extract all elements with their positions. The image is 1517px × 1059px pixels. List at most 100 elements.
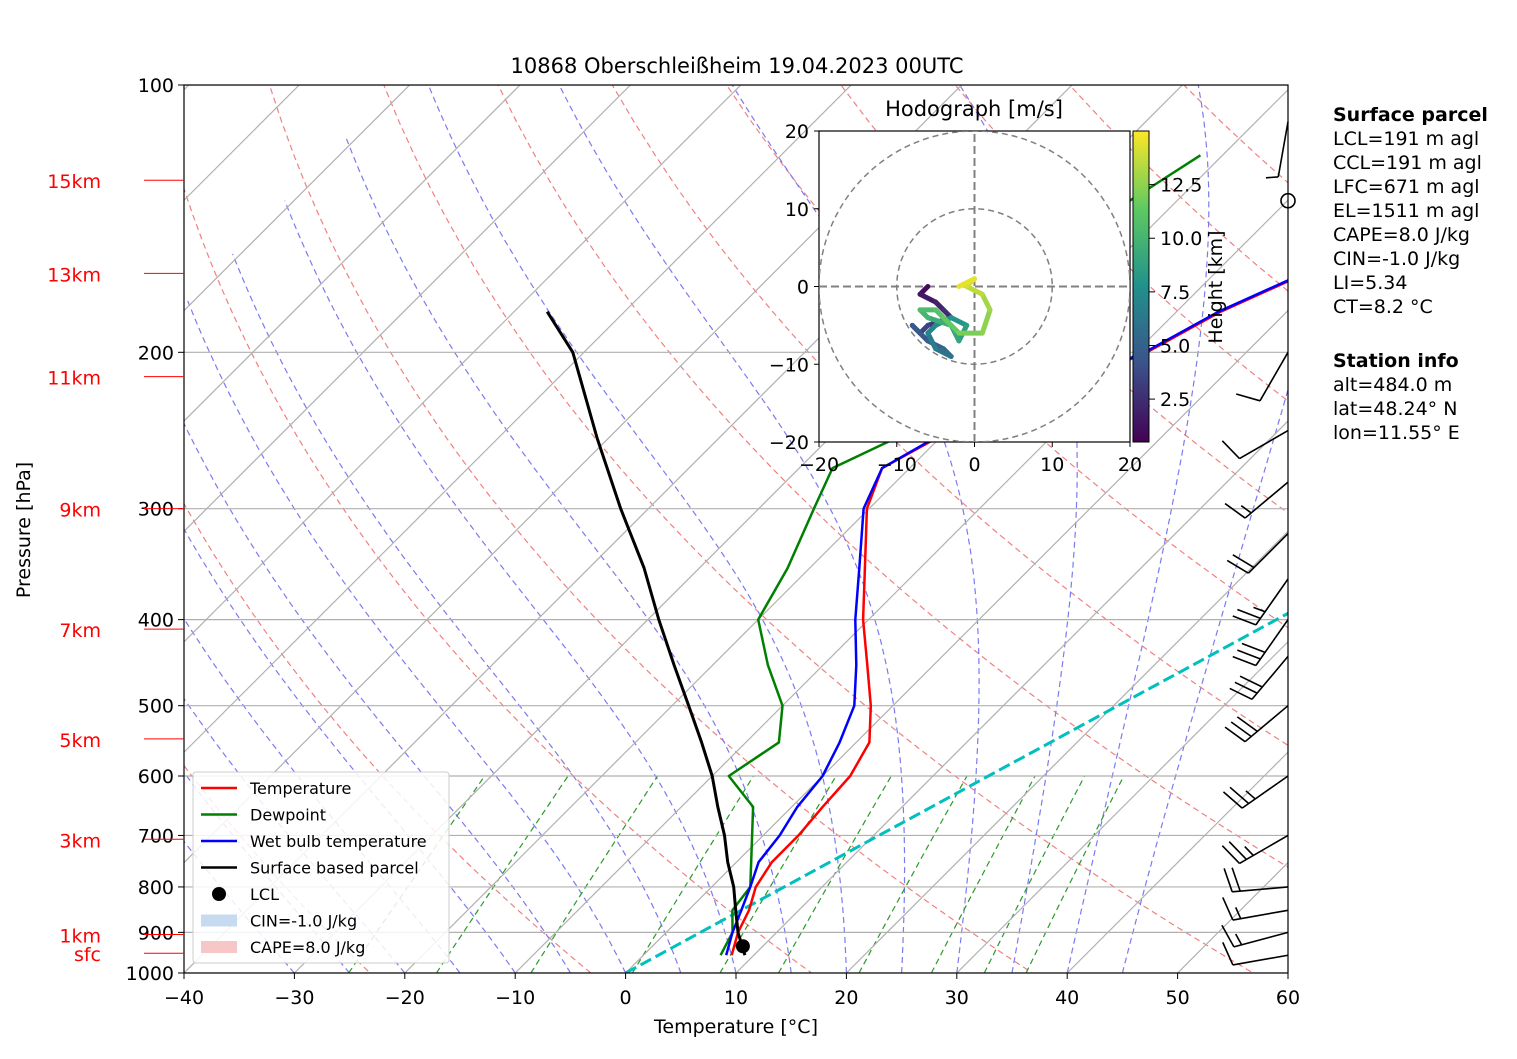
wind-barb-flag (1234, 681, 1258, 694)
wind-barb-flag (1232, 554, 1255, 569)
wind-barb-staff (1259, 351, 1289, 402)
height-label: 15km (47, 171, 101, 193)
colorbar-tick-label: 5.0 (1160, 335, 1190, 357)
height-label: 13km (47, 264, 101, 286)
hodograph-plot: −20−20 −10 −10 0 0 10 10 20 20 (769, 121, 1142, 476)
dry-adiabat (497, 85, 1288, 868)
moist-adiabat (1066, 85, 1210, 973)
colorbar-gradient (1132, 130, 1150, 443)
isotherm-line (1066, 751, 1288, 973)
mixing-ratio-line (930, 775, 1036, 973)
wind-barb-flag (1222, 791, 1243, 809)
lcl-marker (735, 939, 750, 954)
calm-wind-marker (1280, 192, 1296, 209)
wind-barb-staff (1239, 834, 1289, 865)
hodograph-segment (979, 291, 993, 313)
legend-entry: CIN=-1.0 J/kg (250, 912, 357, 931)
x-tick-label: −20 (385, 987, 425, 1009)
hodograph-segment (909, 322, 931, 344)
wind-barb-flag (1235, 393, 1261, 402)
legend-entry: Surface based parcel (250, 859, 419, 878)
moist-adiabat (184, 422, 571, 973)
wind-barb-staff (1232, 886, 1289, 893)
wind-barb-half (1265, 176, 1279, 179)
axes: −40 −30 −20 −10 0 10 20 30 40 50 60100200300400500… (126, 75, 1300, 1009)
wind-barb-flag (1229, 687, 1253, 701)
hodograph-segment (964, 284, 985, 297)
legend-entry: LCL (250, 885, 279, 904)
mixing-ratio-line (435, 775, 569, 973)
hodograph-x-tick-label: 10 (1040, 454, 1064, 476)
legend-swatch (201, 914, 237, 927)
legend-entry: Dewpoint (250, 806, 326, 825)
x-tick-label: 0 (620, 987, 632, 1009)
parcel-ct: CT=8.2 °C (1333, 296, 1433, 318)
colorbar-tick-label: 2.5 (1160, 389, 1190, 411)
wind-barb-half (1245, 790, 1256, 800)
height-label: sfc (74, 944, 101, 966)
hodograph-title: Hodograph [m/s] (885, 97, 1063, 121)
wind-barb-flag (1228, 841, 1248, 861)
y-tick-label: 900 (138, 922, 174, 944)
station-info-title: Station info (1333, 350, 1459, 372)
series-wet-bulb-temperature (724, 278, 1288, 956)
wind-barb-flag (1239, 675, 1263, 688)
moist-adiabat (232, 253, 682, 973)
colorbar-tick-label: 7.5 (1160, 282, 1190, 304)
wind-barb-staff (1244, 481, 1289, 519)
wind-barb-flag (1237, 649, 1261, 660)
wind-barb-flag (1232, 615, 1257, 626)
mixing-ratio-line (1025, 775, 1125, 973)
hodograph-x-tick-label: 0 (968, 454, 980, 476)
isotherm-line (184, 85, 521, 422)
wind-barb-staff (1255, 619, 1289, 666)
legend-swatch (212, 887, 226, 901)
hodograph-x-tick-label: −10 (877, 454, 917, 476)
wind-barb-flag (1223, 868, 1233, 893)
hodograph-y-tick-label: −10 (769, 354, 809, 376)
hodograph-segment (925, 330, 939, 352)
parcel-info-title: Surface parcel (1333, 104, 1488, 126)
colorbar-tick-label: 10.0 (1160, 228, 1202, 250)
isotherm-line (514, 199, 1288, 973)
hodograph: Hodograph [m/s] −20−20 −10 −10 0 0 10 10 20 20 H… (769, 97, 1227, 476)
freezing-level-line (624, 611, 1288, 973)
wind-barb-staff (1239, 429, 1289, 460)
y-tick-label: 300 (138, 499, 174, 521)
wind-barb-half (1240, 505, 1252, 514)
hodograph-x-tick-label: −20 (799, 454, 839, 476)
hodograph-clip (819, 131, 1130, 442)
moist-adiabat (427, 85, 847, 973)
series-surface-based-parcel (545, 310, 747, 956)
parcel-el: EL=1511 m agl (1333, 200, 1480, 222)
height-label: 9km (59, 500, 101, 522)
hodograph-segment (917, 291, 939, 305)
wind-barb-staff (1247, 533, 1289, 574)
isotherm-line (625, 309, 1288, 973)
hodograph-segment (948, 315, 970, 328)
wind-barb-flag (1224, 502, 1246, 519)
x-tick-label: 60 (1276, 987, 1300, 1009)
hodograph-y-tick-label: 0 (797, 277, 809, 299)
height-label: 11km (47, 368, 101, 390)
isotherm-line (184, 85, 742, 643)
wind-barb-flag (1230, 721, 1252, 738)
dry-adiabat (611, 85, 1288, 747)
parcel-ccl: CCL=191 m agl (1333, 152, 1482, 174)
y-tick-label: 200 (138, 342, 174, 364)
dry-adiabat (184, 186, 813, 973)
mixing-ratio-line (530, 775, 659, 973)
hodograph-y-tick-label: 10 (785, 199, 809, 221)
hodograph-x-tick-label: 20 (1118, 454, 1142, 476)
y-tick-label: 500 (138, 696, 174, 718)
parcel-cape: CAPE=8.0 J/kg (1333, 224, 1470, 246)
x-tick-label: 30 (945, 987, 969, 1009)
parcel-lfc: LFC=671 m agl (1333, 176, 1480, 198)
height-label: 3km (59, 830, 101, 852)
y-tick-label: 800 (138, 877, 174, 899)
y-axis-label: Pressure [hPa] (13, 462, 35, 598)
x-axis-label: Temperature [°C] (653, 1016, 818, 1038)
dry-adiabat (383, 85, 1255, 973)
